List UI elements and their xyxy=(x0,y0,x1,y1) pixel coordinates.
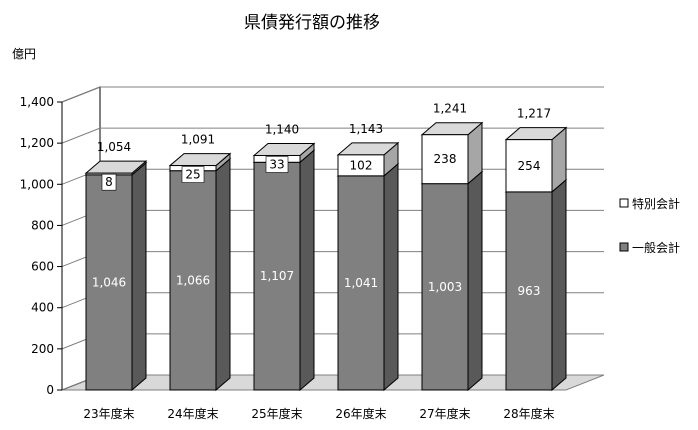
bar-total-label: 1,091 xyxy=(181,133,215,147)
bar-general xyxy=(421,183,469,391)
y-axis-ticks: 0 200 400 600 800 1,000 1,200 1,400 xyxy=(20,95,63,397)
bar-general-value-label: 1,066 xyxy=(176,273,210,287)
y-axis-unit-label: 億円 xyxy=(12,47,36,61)
y-tick-label: 600 xyxy=(31,260,54,274)
bar-general-value-label: 1,107 xyxy=(260,269,294,283)
bar-general-side xyxy=(299,149,315,392)
bar-general-side xyxy=(551,178,567,392)
legend-swatch xyxy=(619,198,629,208)
bar-special-value-label: 8 xyxy=(105,175,113,189)
legend-label: 一般会計 xyxy=(632,240,680,255)
bars: 1,046 8 1,054 1,066 25 1,091 1,107 33 1,140 1,041… xyxy=(84,102,568,392)
bar-group: 1,107 33 1,140 xyxy=(252,122,316,392)
bar-group: 963 254 1,217 xyxy=(504,107,568,392)
bar-total-label: 1,143 xyxy=(349,122,383,136)
x-axis-ticks: 23年度末 24年度末 25年度末 26年度末 27年度末 28年度末 xyxy=(83,406,554,421)
bar-general-value-label: 1,003 xyxy=(428,280,462,294)
bar-general xyxy=(337,175,385,391)
bar-group: 1,003 238 1,241 xyxy=(420,102,484,392)
bar-total-label: 1,217 xyxy=(517,107,551,121)
bar-general-value-label: 963 xyxy=(518,284,541,298)
bar-general-side xyxy=(383,162,399,392)
y-tick-label: 400 xyxy=(31,301,54,315)
y-tick-label: 200 xyxy=(31,342,54,356)
legend-swatch xyxy=(619,242,629,252)
bar-group: 1,046 8 1,054 xyxy=(84,140,148,392)
bar-general-side xyxy=(131,161,147,392)
gridline-diag xyxy=(61,86,101,103)
bar-general-side xyxy=(467,170,483,392)
bar-special xyxy=(505,139,553,193)
bar-total-label: 1,140 xyxy=(265,122,299,136)
x-tick-label: 27年度末 xyxy=(419,406,470,421)
x-tick-label: 23年度末 xyxy=(83,406,134,421)
gridline-diag xyxy=(61,127,101,144)
bar-general xyxy=(169,170,217,391)
bar-special-value-label: 238 xyxy=(434,152,457,166)
bar-special-value-label: 33 xyxy=(269,157,284,171)
chart-title: 県債発行額の推移 xyxy=(244,13,380,33)
bar-special-value-label: 25 xyxy=(185,168,200,182)
bar-total-label: 1,241 xyxy=(433,102,467,116)
x-tick-label: 28年度末 xyxy=(503,406,554,421)
legend-label: 特別会計 xyxy=(632,196,680,211)
bar-special xyxy=(337,154,385,177)
bar-general-side xyxy=(215,157,231,392)
bar-special-label-box xyxy=(181,166,205,183)
bar-special-label-box xyxy=(265,156,289,173)
bar-general xyxy=(85,174,133,391)
x-tick-label: 24年度末 xyxy=(167,406,218,421)
y-tick-label: 1,000 xyxy=(20,177,54,191)
bar-general xyxy=(253,161,301,391)
y-tick-label: 1,200 xyxy=(20,136,54,150)
bar-special-value-label: 102 xyxy=(350,158,373,172)
bar-general-value-label: 1,041 xyxy=(344,276,378,290)
bar-group: 1,041 102 1,143 xyxy=(336,122,400,392)
y-tick-label: 800 xyxy=(31,218,54,232)
bar-special xyxy=(421,134,469,185)
x-tick-label: 26年度末 xyxy=(335,406,386,421)
x-tick-label: 25年度末 xyxy=(251,406,302,421)
bar-total-label: 1,054 xyxy=(97,140,131,154)
bar-special-value-label: 254 xyxy=(518,159,541,173)
y-tick-label: 1,400 xyxy=(20,95,54,109)
y-tick-label: 0 xyxy=(46,383,54,397)
bar-general xyxy=(505,191,553,391)
bar-special-label-box xyxy=(101,173,117,191)
bar-general-value-label: 1,046 xyxy=(92,275,126,289)
bar-group: 1,066 25 1,091 xyxy=(168,133,232,392)
